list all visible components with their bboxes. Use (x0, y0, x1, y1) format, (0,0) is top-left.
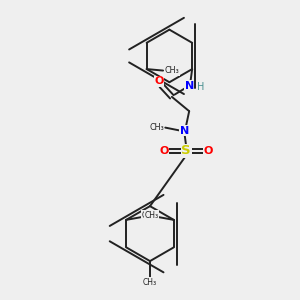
Text: CH₃: CH₃ (165, 66, 179, 75)
Text: H: H (197, 82, 205, 92)
Text: CH₃: CH₃ (149, 122, 164, 131)
Text: N: N (180, 126, 189, 136)
Text: O: O (154, 76, 164, 86)
Text: O: O (159, 146, 169, 156)
Text: S: S (182, 144, 191, 158)
Text: O: O (204, 146, 213, 156)
Text: CH₃: CH₃ (142, 211, 156, 220)
Text: N: N (184, 80, 194, 91)
Text: CH₃: CH₃ (143, 278, 157, 287)
Text: CH₃: CH₃ (144, 211, 158, 220)
